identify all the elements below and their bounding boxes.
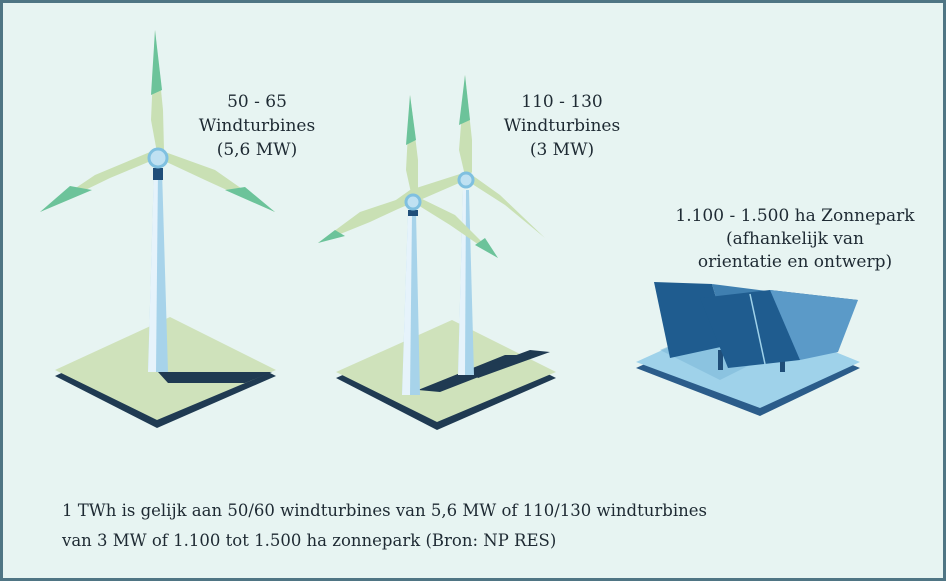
footnote: 1 TWh is gelijk aan 50/60 windturbines v… <box>62 501 707 520</box>
solar-label: orientatie en ontwerp) <box>698 252 892 272</box>
turbine-small-label: (3 MW) <box>530 140 594 160</box>
infographic: 50 - 65 Windturbines (5,6 MW) 110 - 130 … <box>0 0 946 581</box>
solar-label: (afhankelijk van <box>726 229 864 249</box>
turbine-small-label: 110 - 130 <box>521 92 602 112</box>
footnote: van 3 MW of 1.100 tot 1.500 ha zonnepark… <box>61 531 556 550</box>
turbine-large-label: 50 - 65 <box>227 92 287 112</box>
solar-label: 1.100 - 1.500 ha Zonnepark <box>675 206 915 226</box>
turbine-large-label: Windturbines <box>199 116 315 136</box>
turbine-small-label: Windturbines <box>504 116 620 136</box>
frame <box>2 2 945 580</box>
turbine-large-label: (5,6 MW) <box>217 140 298 160</box>
